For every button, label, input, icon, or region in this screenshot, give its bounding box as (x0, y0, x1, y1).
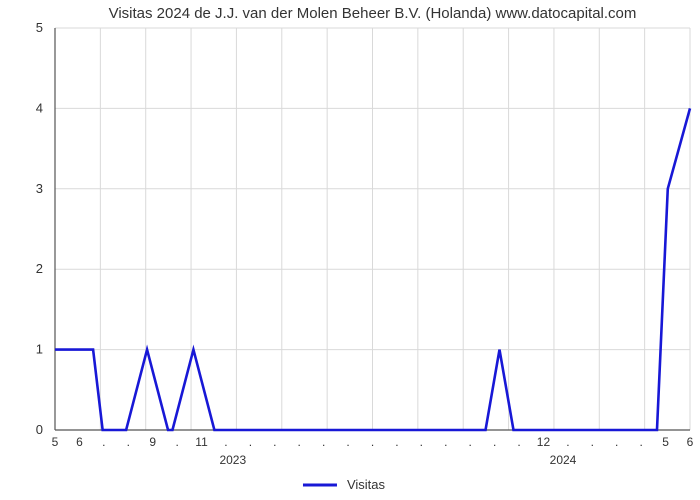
x-tick-dot: . (371, 435, 374, 449)
x-tick-dot: . (175, 435, 178, 449)
chart-container: Visitas 2024 de J.J. van der Molen Behee… (0, 0, 700, 500)
x-tick-label: 9 (149, 435, 156, 449)
x-tick-dot: . (273, 435, 276, 449)
x-tick-dot: . (102, 435, 105, 449)
x-tick-dot: . (395, 435, 398, 449)
x-tick-label: 6 (76, 435, 83, 449)
x-tick-dot: . (639, 435, 642, 449)
x-tick-dot: . (566, 435, 569, 449)
y-tick-label: 0 (36, 422, 43, 437)
x-year-label: 2024 (550, 453, 577, 467)
x-tick-dot: . (298, 435, 301, 449)
legend-label: Visitas (347, 477, 386, 492)
x-tick-dot: . (469, 435, 472, 449)
x-tick-dot: . (591, 435, 594, 449)
y-tick-label: 1 (36, 342, 43, 357)
x-tick-dot: . (322, 435, 325, 449)
x-tick-dot: . (346, 435, 349, 449)
x-tick-dot: . (444, 435, 447, 449)
y-tick-label: 2 (36, 261, 43, 276)
line-chart: Visitas 2024 de J.J. van der Molen Behee… (0, 0, 700, 500)
x-tick-label: 6 (687, 435, 694, 449)
y-tick-label: 3 (36, 181, 43, 196)
x-year-label: 2023 (219, 453, 246, 467)
x-tick-dot: . (127, 435, 130, 449)
x-tick-dot: . (493, 435, 496, 449)
x-tick-dot: . (615, 435, 618, 449)
x-tick-label: 5 (52, 435, 59, 449)
x-tick-label: 12 (537, 435, 551, 449)
x-tick-dot: . (249, 435, 252, 449)
x-tick-dot: . (224, 435, 227, 449)
x-tick-label: 11 (195, 435, 208, 449)
x-tick-dot: . (420, 435, 423, 449)
chart-title: Visitas 2024 de J.J. van der Molen Behee… (109, 5, 637, 22)
y-tick-label: 5 (36, 20, 43, 35)
y-tick-label: 4 (36, 100, 43, 115)
x-tick-dot: . (517, 435, 520, 449)
x-tick-label: 5 (662, 435, 669, 449)
chart-bg (0, 0, 700, 500)
